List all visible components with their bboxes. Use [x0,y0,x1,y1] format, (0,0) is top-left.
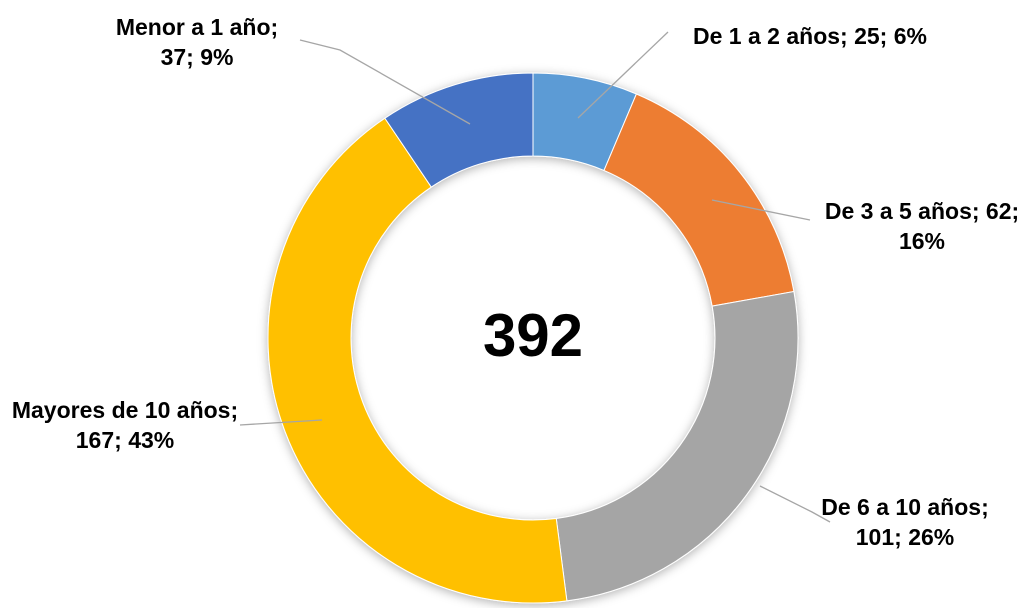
donut-slice [555,290,799,602]
leader-line [239,419,323,426]
leader-line [711,199,811,221]
data-label: De 1 a 2 años; 25; 6% [693,23,927,49]
data-label: De 6 a 10 años; 101; 26% [821,494,989,550]
donut-slice [267,117,568,604]
data-label: Mayores de 10 años; 167; 43% [11,397,239,453]
donut-slice [603,93,795,307]
leader-line [577,31,669,119]
leader-line [759,485,831,523]
data-label: Menor a 1 año; 37; 9% [115,14,279,70]
data-label: De 3 a 5 años; 62; 16% [824,198,1020,254]
donut-slice [384,72,534,188]
center-total: 392 [483,302,583,369]
leader-line [299,39,471,125]
